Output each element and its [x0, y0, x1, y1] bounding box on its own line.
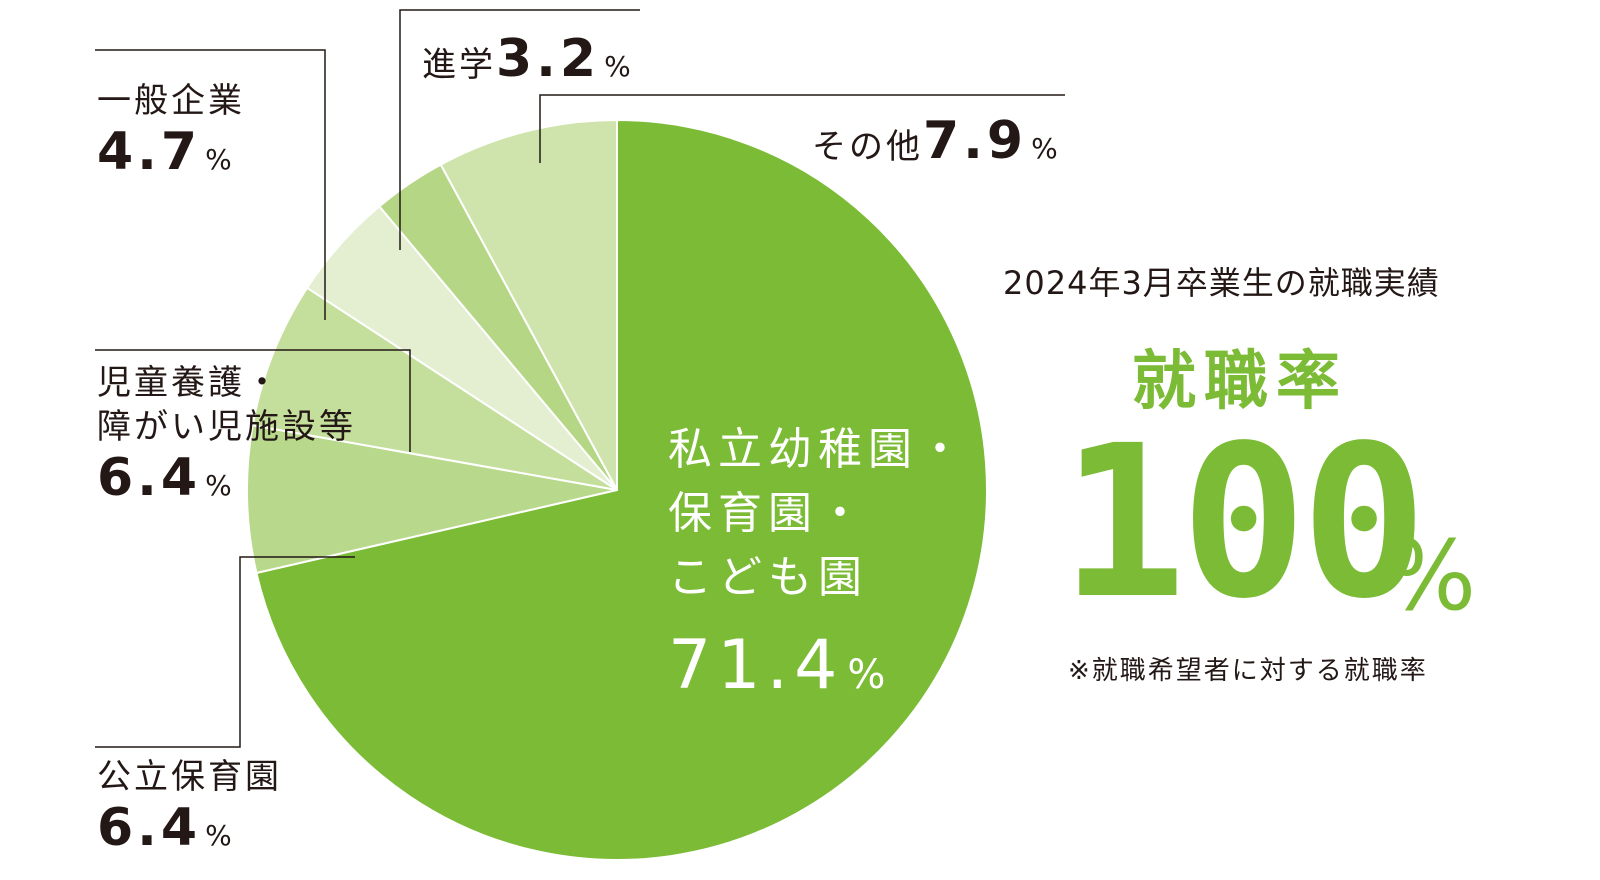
summary-title: 2024年3月卒業生の就職実績: [1003, 264, 1440, 302]
label-welfare-name-2: 障がい児施設等: [97, 407, 356, 447]
slice-welfare: [251, 286, 618, 491]
label-welfare-unit: %: [205, 469, 232, 502]
label-other: その他7.9%: [812, 115, 1058, 167]
leader-line-other: [539, 94, 1065, 163]
label-private-name-1: 私立幼稚園・: [668, 424, 968, 475]
label-further-name: 進学: [422, 45, 496, 85]
label-company: 一般企業 4.7%: [97, 84, 245, 178]
employment-rate-label: 就職率: [1132, 345, 1348, 419]
label-public-unit: %: [205, 819, 232, 852]
label-private-unit: %: [847, 652, 886, 698]
label-private-name-3: こども園: [668, 552, 868, 603]
label-private: 私立幼稚園・ 保育園・ こども園 71.4%: [668, 418, 968, 700]
employment-rate-value: 100: [1060, 400, 1427, 645]
pie-slices: [246, 118, 988, 861]
label-welfare-name-1: 児童養護・: [97, 363, 282, 403]
label-public-name: 公立保育園: [97, 757, 282, 797]
employment-rate-unit: %: [1385, 520, 1477, 632]
label-further-unit: %: [604, 50, 631, 83]
leader-line-welfare: [95, 349, 411, 452]
slice-private: [255, 118, 988, 861]
label-public-value: 6.4: [97, 798, 202, 858]
leader-line-further: [399, 9, 640, 250]
slice-other: [439, 118, 618, 491]
label-private-name-2: 保育園・: [668, 488, 868, 539]
label-welfare: 児童養護・ 障がい児施設等 6.4%: [97, 366, 356, 504]
label-other-name: その他: [812, 127, 923, 167]
leader-lines: [95, 9, 1065, 748]
label-further: 進学3.2%: [422, 33, 631, 85]
label-welfare-value: 6.4: [97, 448, 202, 508]
label-company-unit: %: [205, 143, 232, 176]
label-further-value: 3.2: [496, 29, 601, 89]
label-other-unit: %: [1031, 132, 1058, 165]
slice-public: [246, 424, 618, 575]
leader-line-company: [95, 49, 326, 320]
label-other-value: 7.9: [923, 111, 1028, 171]
label-public: 公立保育園 6.4%: [97, 760, 282, 854]
footnote: ※就職希望者に対する就職率: [1068, 656, 1428, 686]
label-company-value: 4.7: [97, 122, 202, 182]
leader-line-public: [95, 556, 355, 748]
label-private-value: 71.4: [668, 626, 844, 705]
label-company-name: 一般企業: [97, 81, 245, 121]
